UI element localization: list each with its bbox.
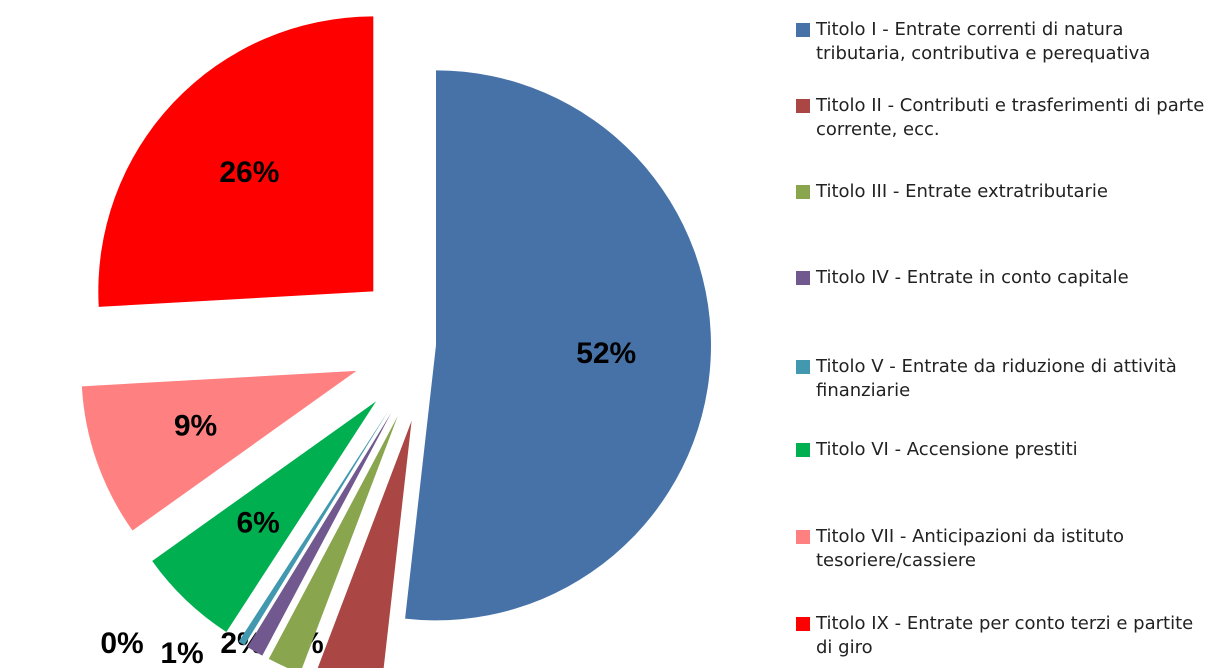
legend-item: Titolo IX - Entrate per conto terzi e pa… xyxy=(796,612,1211,660)
chart: 52%4%2%1%0%6%9%26% xyxy=(81,16,711,668)
data-label: 1% xyxy=(160,637,203,668)
legend-swatch xyxy=(796,360,810,374)
data-label: 0% xyxy=(100,627,143,660)
legend-label: Titolo IV - Entrate in conto capitale xyxy=(816,267,1129,288)
legend-label: Titolo VII - Anticipazioni da istituto t… xyxy=(816,526,1124,571)
legend-swatch xyxy=(796,443,810,457)
legend-label: Titolo V - Entrate da riduzione di attiv… xyxy=(816,356,1177,401)
legend-item: Titolo IV - Entrate in conto capitale xyxy=(796,266,1211,290)
data-label: 26% xyxy=(219,156,279,189)
pie-slice xyxy=(81,370,357,531)
pie-slice xyxy=(238,410,389,646)
legend-item: Titolo II - Contributi e trasferimenti d… xyxy=(796,94,1211,142)
legend-swatch xyxy=(796,23,810,37)
legend-label: Titolo II - Contributi e trasferimenti d… xyxy=(816,95,1205,140)
legend-swatch xyxy=(796,530,810,544)
legend-item: Titolo VI - Accensione prestiti xyxy=(796,438,1211,462)
pie-slice xyxy=(152,401,377,633)
legend-item: Titolo V - Entrate da riduzione di attiv… xyxy=(796,355,1211,403)
legend-swatch xyxy=(796,271,810,285)
legend-swatch xyxy=(796,185,810,199)
pie-slice xyxy=(247,412,392,656)
pie-slice xyxy=(98,16,374,307)
pie-slice xyxy=(268,416,398,668)
pie-slice xyxy=(405,70,711,621)
legend-label: Titolo IX - Entrate per conto terzi e pa… xyxy=(816,613,1194,658)
legend-label: Titolo VI - Accensione prestiti xyxy=(816,439,1078,460)
legend-label: Titolo III - Entrate extratributarie xyxy=(816,181,1108,202)
data-label: 9% xyxy=(174,409,217,442)
legend-item: Titolo VII - Anticipazioni da istituto t… xyxy=(796,525,1211,573)
legend-label: Titolo I - Entrate correnti di natura tr… xyxy=(816,19,1151,64)
legend-item: Titolo III - Entrate extratributarie xyxy=(796,180,1211,204)
legend-swatch xyxy=(796,617,810,631)
data-label: 52% xyxy=(576,337,636,370)
legend-item: Titolo I - Entrate correnti di natura tr… xyxy=(796,18,1211,66)
data-label: 6% xyxy=(236,506,279,539)
pie-slice xyxy=(317,420,412,668)
legend-swatch xyxy=(796,99,810,113)
